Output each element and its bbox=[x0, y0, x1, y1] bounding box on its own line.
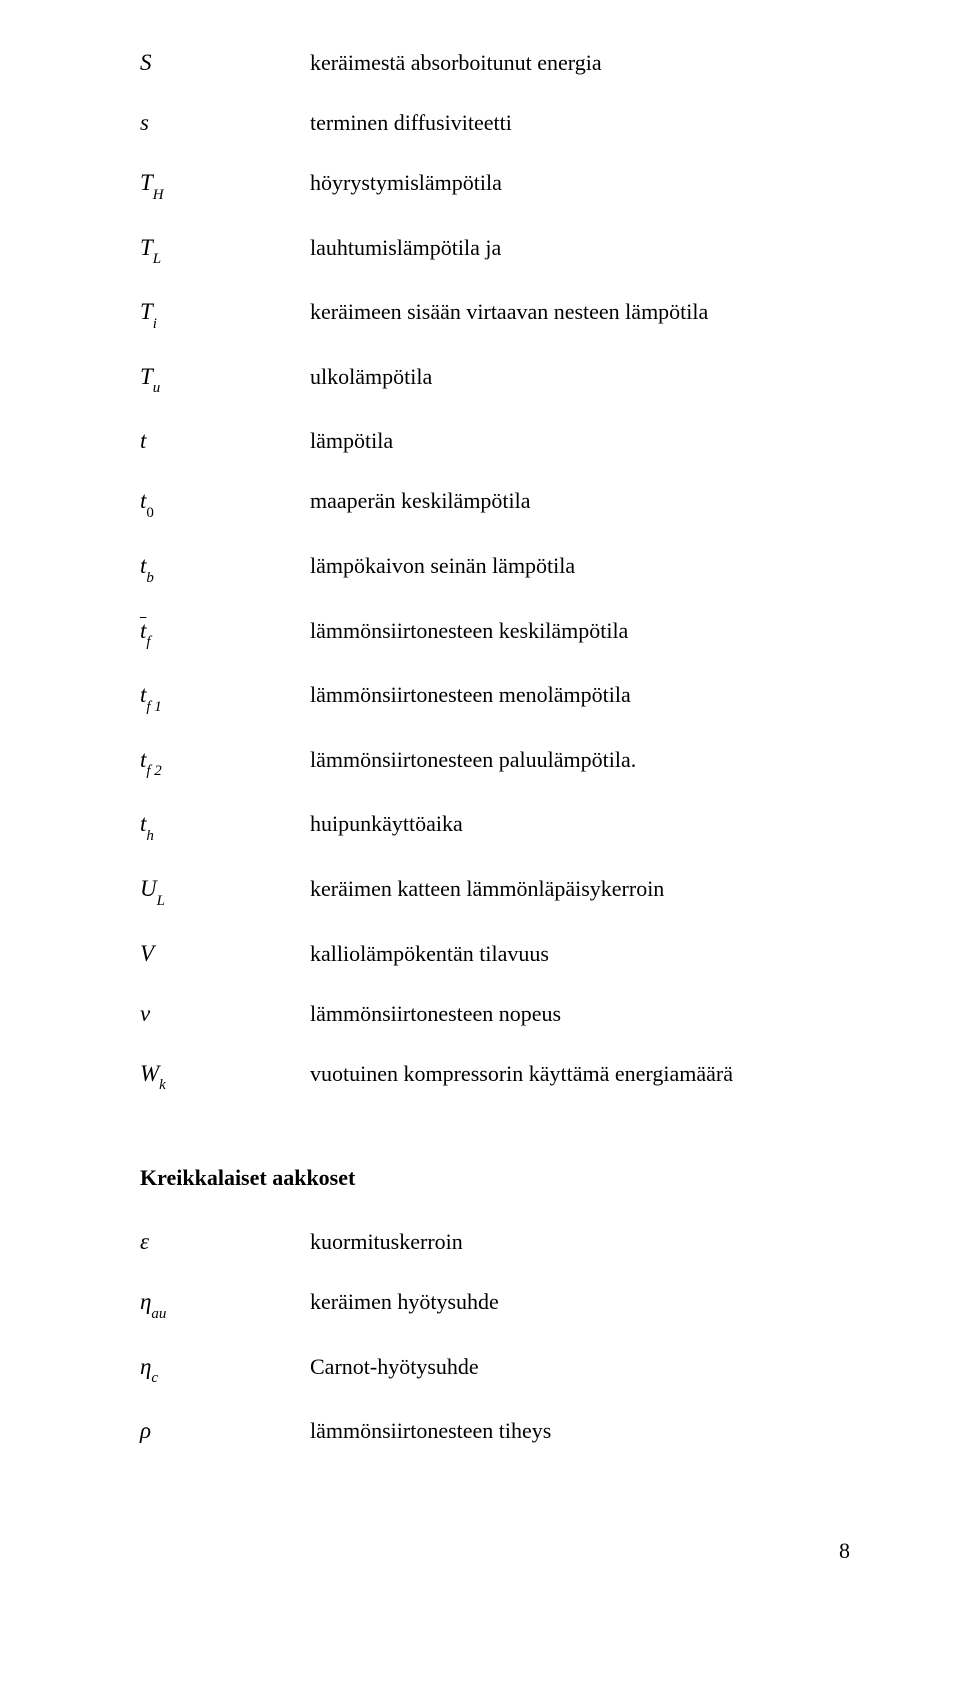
page-number: 8 bbox=[140, 1538, 850, 1564]
definition-row: εkuormituskerroin bbox=[140, 1229, 551, 1289]
definition-row: Wkvuotuinen kompressorin käyttämä energi… bbox=[140, 1061, 733, 1126]
definition-symbol: t0 bbox=[140, 488, 310, 553]
definition-row: tblämpökaivon seinän lämpötila bbox=[140, 553, 733, 618]
definition-description: lämmönsiirtonesteen paluulämpötila. bbox=[310, 747, 733, 812]
definition-description: höyrystymislämpötila bbox=[310, 170, 733, 235]
definition-row: ηaukeräimen hyötysuhde bbox=[140, 1289, 551, 1354]
definition-description: keräimen katteen lämmönläpäisykerroin bbox=[310, 876, 733, 941]
definition-row: ULkeräimen katteen lämmönläpäisykerroin bbox=[140, 876, 733, 941]
definition-symbol: ρ bbox=[140, 1418, 310, 1478]
definition-description: kuormituskerroin bbox=[310, 1229, 551, 1289]
definition-description: keräimestä absorboitunut energia bbox=[310, 50, 733, 110]
definition-description: kalliolämpökentän tilavuus bbox=[310, 941, 733, 1001]
definition-symbol: tb bbox=[140, 553, 310, 618]
definition-symbol: ηc bbox=[140, 1354, 310, 1419]
definition-row: sterminen diffusiviteetti bbox=[140, 110, 733, 170]
definitions-list: Skeräimestä absorboitunut energiastermin… bbox=[140, 50, 733, 1125]
definition-row: ηcCarnot-hyötysuhde bbox=[140, 1354, 551, 1419]
greek-definitions-list: εkuormituskerroinηaukeräimen hyötysuhdeη… bbox=[140, 1229, 551, 1478]
definition-description: lämpökaivon seinän lämpötila bbox=[310, 553, 733, 618]
definition-symbol: s bbox=[140, 110, 310, 170]
section-heading: Kreikkalaiset aakkoset bbox=[140, 1165, 850, 1191]
definition-row: tflämmönsiirtonesteen keskilämpötila bbox=[140, 618, 733, 683]
definition-symbol: th bbox=[140, 811, 310, 876]
definition-symbol: t bbox=[140, 428, 310, 488]
definition-row: t0maaperän keskilämpötila bbox=[140, 488, 733, 553]
definition-symbol: Tu bbox=[140, 364, 310, 429]
definition-row: thhuipunkäyttöaika bbox=[140, 811, 733, 876]
definition-description: keräimeen sisään virtaavan nesteen lämpö… bbox=[310, 299, 733, 364]
definition-symbol: tf 1 bbox=[140, 682, 310, 747]
definition-row: vlämmönsiirtonesteen nopeus bbox=[140, 1001, 733, 1061]
definition-description: lämmönsiirtonesteen keskilämpötila bbox=[310, 618, 733, 683]
definition-description: maaperän keskilämpötila bbox=[310, 488, 733, 553]
definition-symbol: tf bbox=[140, 618, 310, 683]
definition-symbol: V bbox=[140, 941, 310, 1001]
definition-description: vuotuinen kompressorin käyttämä energiam… bbox=[310, 1061, 733, 1126]
definition-symbol: UL bbox=[140, 876, 310, 941]
definition-row: Vkalliolämpökentän tilavuus bbox=[140, 941, 733, 1001]
definition-row: tf 2lämmönsiirtonesteen paluulämpötila. bbox=[140, 747, 733, 812]
definition-symbol: tf 2 bbox=[140, 747, 310, 812]
definition-symbol: v bbox=[140, 1001, 310, 1061]
definition-symbol: ε bbox=[140, 1229, 310, 1289]
definition-description: ulkolämpötila bbox=[310, 364, 733, 429]
definition-row: Tikeräimeen sisään virtaavan nesteen läm… bbox=[140, 299, 733, 364]
definition-description: terminen diffusiviteetti bbox=[310, 110, 733, 170]
definition-description: lauhtumislämpötila ja bbox=[310, 235, 733, 300]
definition-description: lämpötila bbox=[310, 428, 733, 488]
definition-row: Tuulkolämpötila bbox=[140, 364, 733, 429]
definition-symbol: TL bbox=[140, 235, 310, 300]
definition-symbol: ηau bbox=[140, 1289, 310, 1354]
definition-row: ρlämmönsiirtonesteen tiheys bbox=[140, 1418, 551, 1478]
definition-symbol: TH bbox=[140, 170, 310, 235]
definition-symbol: Wk bbox=[140, 1061, 310, 1126]
definition-description: lämmönsiirtonesteen nopeus bbox=[310, 1001, 733, 1061]
definition-symbol: Ti bbox=[140, 299, 310, 364]
definition-description: keräimen hyötysuhde bbox=[310, 1289, 551, 1354]
definition-row: tf 1lämmönsiirtonesteen menolämpötila bbox=[140, 682, 733, 747]
definition-description: lämmönsiirtonesteen menolämpötila bbox=[310, 682, 733, 747]
definition-row: tlämpötila bbox=[140, 428, 733, 488]
definition-description: Carnot-hyötysuhde bbox=[310, 1354, 551, 1419]
definition-row: TLlauhtumislämpötila ja bbox=[140, 235, 733, 300]
definition-description: huipunkäyttöaika bbox=[310, 811, 733, 876]
definition-row: Skeräimestä absorboitunut energia bbox=[140, 50, 733, 110]
definition-description: lämmönsiirtonesteen tiheys bbox=[310, 1418, 551, 1478]
definition-row: THhöyrystymislämpötila bbox=[140, 170, 733, 235]
definition-symbol: S bbox=[140, 50, 310, 110]
